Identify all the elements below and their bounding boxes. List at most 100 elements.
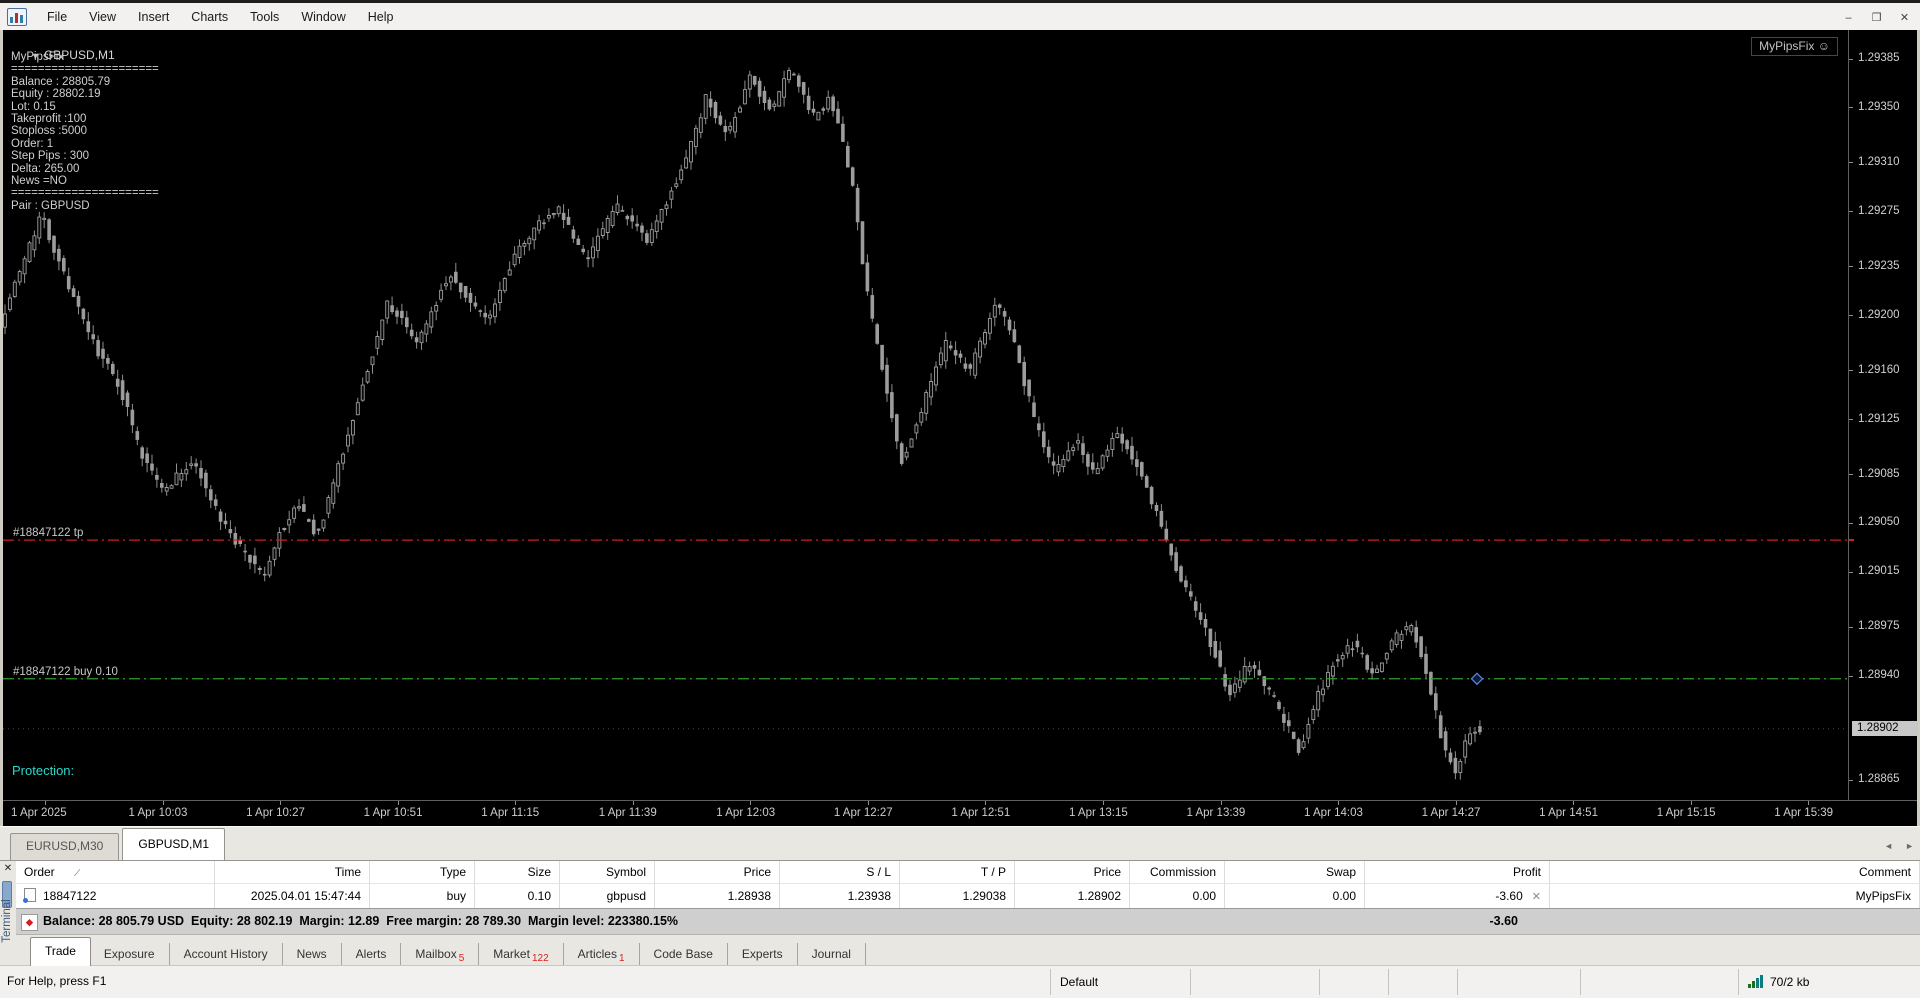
- header-cell-s-l[interactable]: S / L: [780, 861, 900, 884]
- terminal-tab[interactable]: Code Base: [640, 943, 728, 966]
- terminal-tab-label: News: [296, 947, 327, 961]
- terminal-tab[interactable]: Market 122: [479, 943, 564, 966]
- menu-item[interactable]: View: [89, 9, 117, 24]
- time-axis-tick: [45, 801, 46, 805]
- time-axis-tick: [1690, 801, 1692, 805]
- ea-info-line: Pair : GBPUSD: [11, 199, 90, 212]
- status-cell: [1319, 969, 1388, 995]
- close-position-icon[interactable]: ✕: [1531, 891, 1541, 903]
- time-axis-label: 1 Apr 10:03: [128, 807, 188, 819]
- time-axis-tick: [1573, 801, 1575, 805]
- terminal-tab-label: Articles: [577, 947, 617, 961]
- restore-button[interactable]: ❐: [1871, 12, 1882, 24]
- header-cell-t-p[interactable]: T / P: [900, 861, 1015, 884]
- terminal-tab[interactable]: Alerts: [342, 943, 402, 966]
- chevron-down-icon[interactable]: ▼: [31, 51, 40, 61]
- header-cell-commission[interactable]: Commission: [1130, 861, 1225, 884]
- terminal-tab[interactable]: Account History: [170, 943, 283, 966]
- price-axis-tick: [1849, 571, 1853, 573]
- price-axis-label: 1.29200: [1858, 308, 1900, 321]
- price-axis-tick: [1849, 474, 1853, 476]
- terminal-tab[interactable]: Trade: [30, 937, 91, 966]
- menu-item[interactable]: File: [47, 9, 68, 24]
- price-axis-label: 1.29015: [1858, 565, 1900, 578]
- time-axis[interactable]: 1 Apr 2025 1 Apr 10:03 1 Apr 10:27 1 Apr 10…: [3, 800, 1917, 826]
- header-cell-symbol[interactable]: Symbol: [560, 861, 655, 884]
- price-axis-label: 1.29275: [1858, 204, 1900, 217]
- menu-item[interactable]: Window: [301, 9, 346, 24]
- menu-item[interactable]: Insert: [138, 9, 170, 24]
- terminal-tab-badge: 5: [458, 953, 465, 964]
- profile-cell[interactable]: Default: [1050, 969, 1190, 995]
- terminal-tab-label: Code Base: [653, 947, 713, 961]
- time-axis-label: 1 Apr 2025: [11, 807, 67, 819]
- ea-info-line: ======================: [11, 63, 159, 76]
- terminal-tab[interactable]: News: [283, 943, 342, 966]
- candlestick-chart-plot[interactable]: #18847122 tp #18847122 buy 0.10: [3, 30, 1848, 800]
- price-axis-tick: [1849, 522, 1853, 524]
- status-help-text: For Help, press F1: [7, 974, 107, 988]
- header-cell-price[interactable]: Price: [1015, 861, 1130, 884]
- header-cell-profit[interactable]: Profit: [1365, 861, 1550, 884]
- header-cell-time[interactable]: Time: [215, 861, 370, 884]
- order-cell-7: 1.29038: [900, 884, 1015, 908]
- time-axis-label: 1 Apr 12:27: [833, 807, 893, 819]
- time-axis-label: 1 Apr 11:15: [481, 807, 540, 819]
- scroll-left-icon[interactable]: ◄: [1884, 841, 1894, 851]
- header-cell-order[interactable]: Order ∕: [16, 861, 215, 884]
- terminal-scrollbar-thumb[interactable]: [2, 881, 12, 908]
- order-cell-12: MyPipsFix: [1550, 884, 1920, 908]
- menu-item[interactable]: Tools: [250, 9, 280, 24]
- price-axis-tick: [1849, 162, 1853, 164]
- price-axis-label: 1.29310: [1858, 155, 1900, 168]
- menu-item[interactable]: Help: [367, 9, 394, 24]
- price-axis[interactable]: 1.29385 1.29350 1.29310 1.29275 1.29235 1.292…: [1848, 30, 1918, 800]
- header-cell-size[interactable]: Size: [475, 861, 560, 884]
- order-line-label-tp: #18847122 tp: [13, 527, 83, 539]
- order-cell-10: 0.00: [1225, 884, 1365, 908]
- ea-info-line: Stoploss :5000: [11, 125, 88, 138]
- terminal-tab[interactable]: Experts: [728, 943, 798, 966]
- time-axis-label: 1 Apr 13:15: [1068, 807, 1128, 819]
- terminal-tab[interactable]: Exposure: [90, 943, 170, 966]
- header-cell-swap[interactable]: Swap: [1225, 861, 1365, 884]
- terminal-tab-label: Mailbox: [415, 947, 457, 961]
- chart-tab[interactable]: GBPUSD,M1: [122, 828, 226, 860]
- close-button[interactable]: ✕: [1899, 12, 1910, 24]
- scroll-right-icon[interactable]: ►: [1905, 841, 1914, 851]
- chart-tabs: EURUSD,M30 GBPUSD,M1: [10, 828, 228, 860]
- order-row[interactable]: 18847122 2025.04.01 15:47:44 buy 0.10 gbpusd…: [16, 884, 1920, 908]
- chart-tab[interactable]: EURUSD,M30: [10, 833, 120, 860]
- chart-canvas: #18847122 tp #18847122 buy 0.10: [3, 67, 1848, 780]
- header-cell-price[interactable]: Price: [655, 861, 780, 884]
- terminal-tab[interactable]: Mailbox 5: [401, 943, 480, 966]
- order-cell-5: 1.28938: [655, 884, 780, 908]
- titlebar-edge: [0, 0, 1920, 3]
- time-axis-tick: [750, 801, 752, 805]
- bear-candles: [47, 73, 1482, 774]
- minimize-button[interactable]: –: [1845, 12, 1852, 24]
- terminal-tab-label: Account History: [183, 947, 268, 961]
- terminal-tab[interactable]: Journal: [798, 943, 866, 966]
- ea-info-line: Order: 1: [11, 137, 54, 150]
- entry-marker-diamond[interactable]: [1470, 672, 1484, 686]
- terminal-close-icon[interactable]: ✕: [3, 863, 13, 874]
- time-axis-label: 1 Apr 11:39: [598, 807, 657, 819]
- balance-row: ◆ Balance: 28 805.79 USD Equity: 28 802.1…: [16, 908, 1920, 935]
- order-cell-8: 1.28902: [1015, 884, 1130, 908]
- ea-info-line: Delta: 265.00: [11, 162, 80, 175]
- time-axis-tick: [867, 801, 869, 805]
- header-cell-type[interactable]: Type: [370, 861, 475, 884]
- time-axis-tick: [985, 801, 987, 805]
- terminal-tab[interactable]: Articles 1: [564, 943, 640, 966]
- time-axis-label: 1 Apr 12:03: [716, 807, 776, 819]
- header-cell-comment[interactable]: Comment: [1550, 861, 1920, 884]
- price-axis-tick: [1849, 315, 1853, 316]
- price-axis-label: 1.29085: [1858, 467, 1900, 480]
- order-cell-6: 1.23938: [780, 884, 900, 908]
- time-axis-label: 1 Apr 15:15: [1656, 807, 1716, 819]
- time-axis-label: 1 Apr 14:03: [1304, 807, 1363, 819]
- menu-item[interactable]: Charts: [191, 9, 229, 24]
